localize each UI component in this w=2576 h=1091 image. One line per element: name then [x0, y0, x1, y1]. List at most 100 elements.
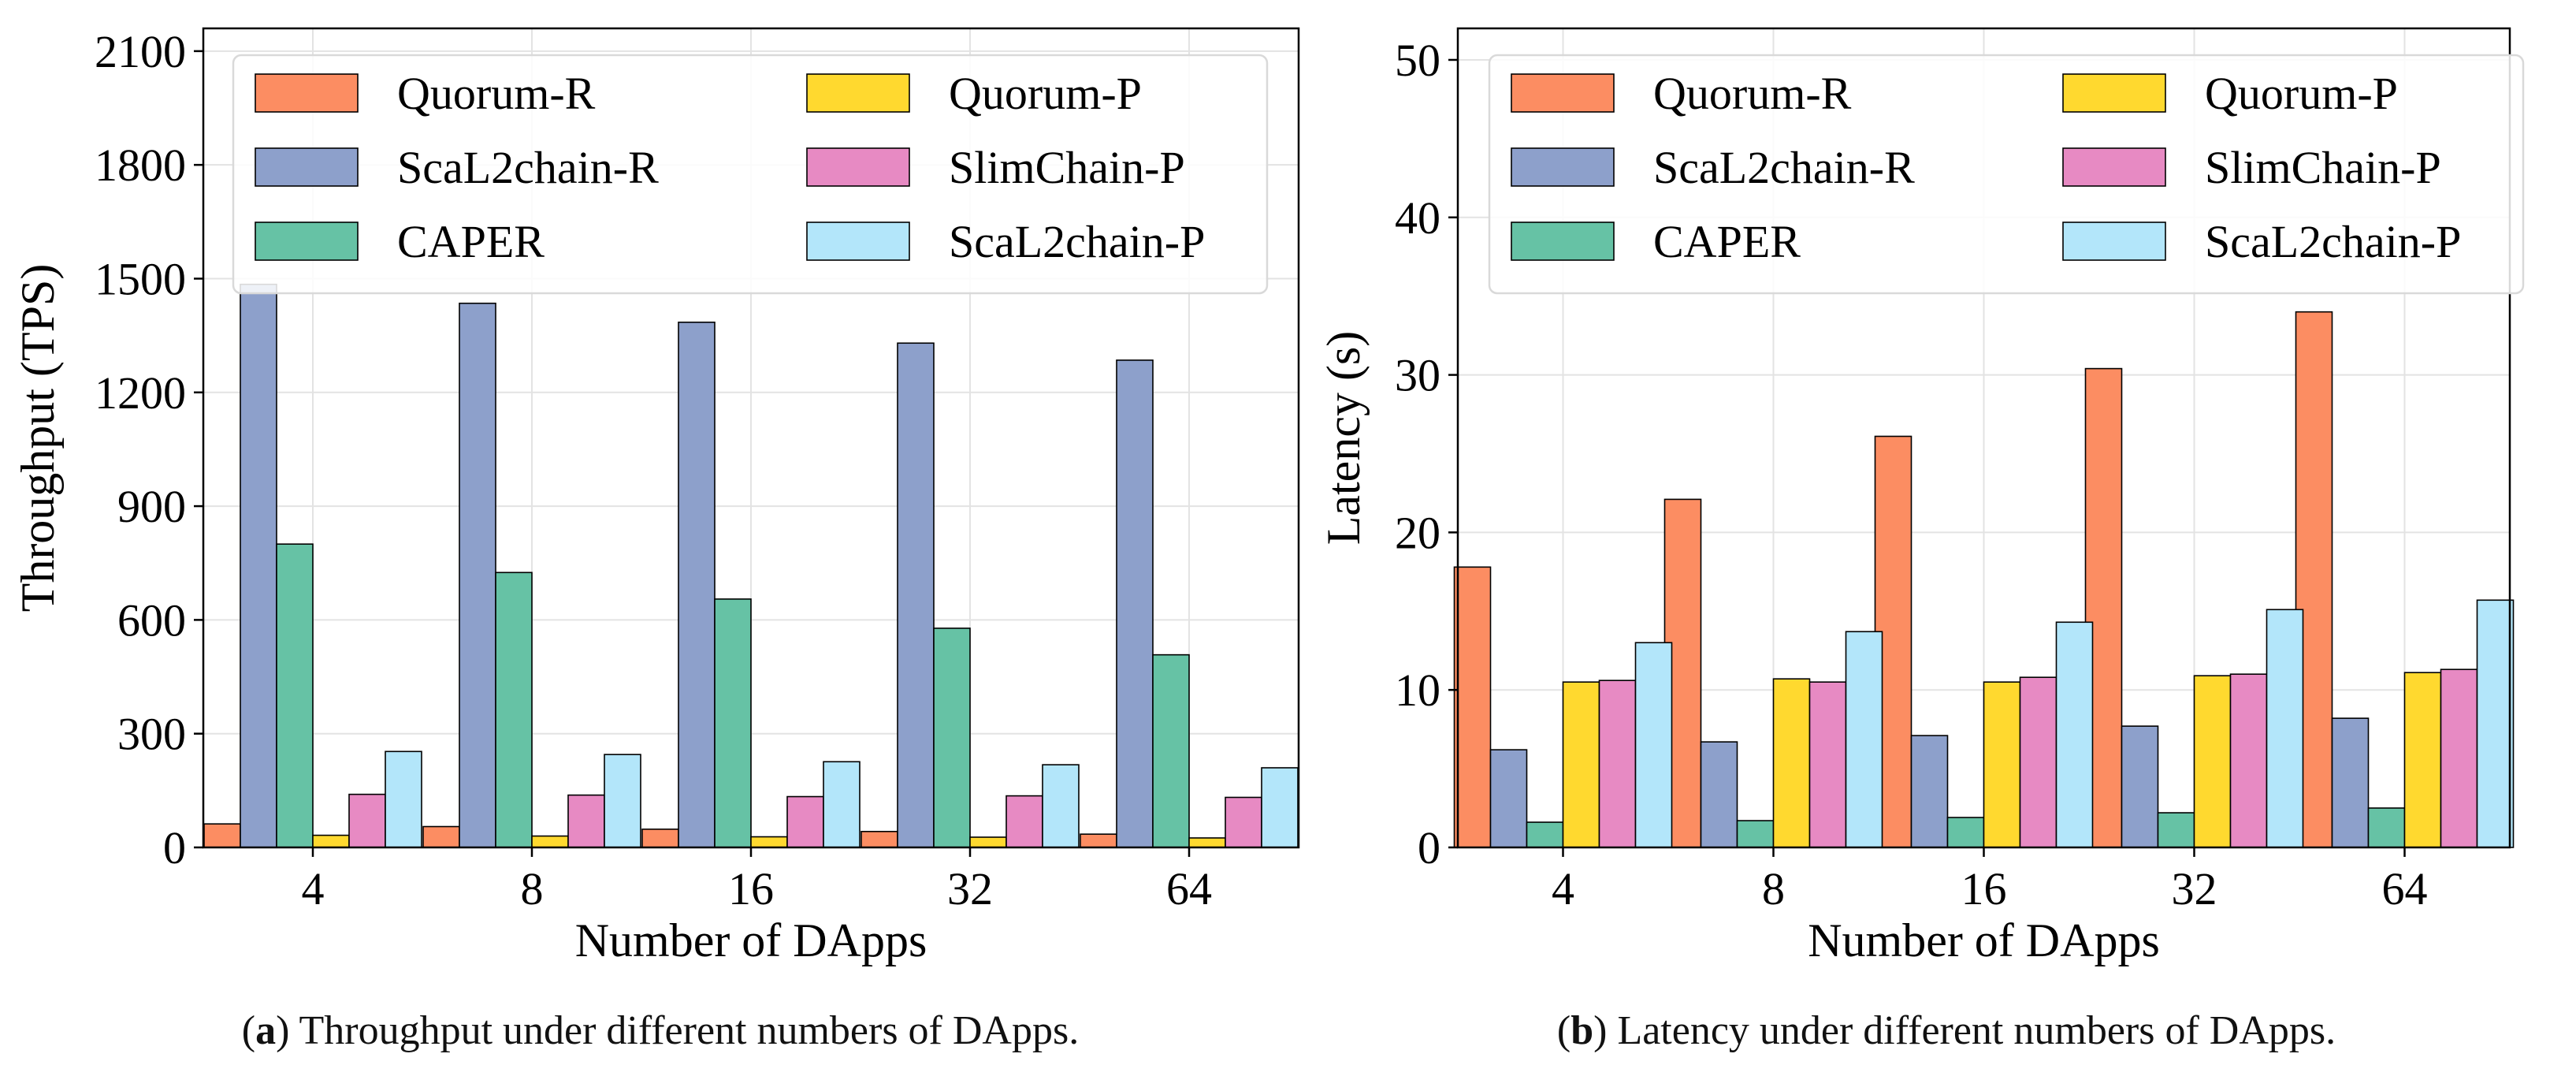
bar-scal2chain-r-8 [1700, 741, 1738, 848]
bar-quorum-p-64 [2403, 672, 2442, 848]
legend-swatch [806, 147, 910, 187]
bar-quorum-r-64 [1080, 833, 1117, 848]
y-axis-label: Latency (s) [1318, 331, 1370, 546]
x-axis: 4 8 16 32 64 [302, 847, 1212, 914]
bar-quorum-r-4 [203, 823, 241, 848]
bar-quorum-p-8 [1772, 678, 1811, 848]
caption-b: (b) Latency under different numbers of D… [1556, 1008, 2336, 1053]
legend-item-quorum-r: Quorum-R [1511, 68, 1852, 119]
bar-scal2chain-p-8 [604, 754, 641, 848]
legend-label: ScaL2chain-R [1653, 142, 1915, 193]
y-tick-label: 10 [1395, 665, 1440, 716]
legend-item-quorum-r: Quorum-R [255, 68, 596, 119]
legend-box [1488, 54, 2525, 295]
caption-a-label: a [255, 1008, 277, 1053]
bar-scal2chain-p-32 [1042, 764, 1080, 848]
bar-scal2chain-r-64 [1116, 359, 1154, 848]
y-tick-label: 300 [117, 709, 186, 760]
bar-caper-32 [2157, 812, 2195, 848]
legend: Quorum-R ScaL2chain-R CAPER Quorum-P SlimCha… [1488, 54, 2525, 295]
legend-item-scal2chain-p: ScaL2chain-P [806, 216, 1205, 267]
bar-slimchain-p-16 [786, 795, 824, 848]
legend-swatch [1511, 222, 1615, 261]
bar-scal2chain-p-64 [1261, 767, 1299, 848]
y-axis: 0 10 20 30 40 50 [1395, 35, 1458, 873]
legend-swatch [2062, 73, 2166, 113]
bar-scal2chain-r-4 [240, 283, 277, 848]
legend-swatch [255, 222, 359, 261]
legend-label: Quorum-R [1653, 68, 1852, 119]
y-tick-label: 0 [1418, 822, 1440, 873]
legend-label: ScaL2chain-P [949, 216, 1205, 267]
bar-slimchain-p-8 [567, 794, 605, 848]
legend-item-caper: CAPER [1511, 216, 1801, 267]
x-tick-label: 32 [947, 863, 993, 914]
legend-item-scal2chain-r: ScaL2chain-R [255, 142, 659, 193]
legend-item-scal2chain-p: ScaL2chain-P [2062, 216, 2461, 267]
y-tick-label: 50 [1395, 35, 1440, 86]
y-tick-label: 1800 [95, 140, 186, 191]
caption-b-label: b [1571, 1008, 1594, 1053]
bar-quorum-p-32 [969, 836, 1007, 848]
legend-label: SlimChain-P [949, 142, 1185, 193]
bar-slimchain-p-64 [1225, 796, 1262, 848]
bar-quorum-r-16 [641, 828, 679, 848]
bar-quorum-p-32 [2193, 675, 2232, 848]
bar-scal2chain-r-32 [2121, 725, 2159, 848]
bar-scal2chain-r-8 [459, 302, 496, 848]
chart-1: 0 300 600 900 1200 1500 1800 2100 4 8 16 32 64 Number… [12, 26, 1300, 966]
y-tick-label: 2100 [95, 26, 186, 77]
bar-caper-64 [1152, 653, 1190, 848]
bar-caper-8 [495, 572, 533, 848]
bar-scal2chain-r-16 [678, 321, 716, 848]
x-tick-label: 32 [2172, 863, 2217, 914]
bar-slimchain-p-4 [1598, 680, 1637, 848]
legend-item-caper: CAPER [255, 216, 545, 267]
legend-swatch [806, 222, 910, 261]
legend-swatch [1511, 73, 1615, 113]
bar-slimchain-p-32 [1005, 795, 1043, 848]
chart-2: 0 10 20 30 40 50 4 8 16 32 64 Number of DApps Latenc… [1318, 27, 2525, 966]
legend-item-slimchain-p: SlimChain-P [806, 142, 1185, 193]
bar-caper-64 [2367, 807, 2406, 848]
legend-swatch [255, 147, 359, 187]
bar-caper-16 [1946, 817, 1985, 848]
y-tick-label: 900 [117, 481, 186, 532]
bar-caper-8 [1736, 820, 1775, 848]
bar-slimchain-p-64 [2440, 668, 2478, 848]
caption-b-body: Latency under different numbers of DApps… [1607, 1008, 2336, 1053]
bar-quorum-p-4 [1562, 681, 1600, 848]
y-tick-label: 600 [117, 594, 186, 646]
legend-item-scal2chain-r: ScaL2chain-R [1511, 142, 1915, 193]
y-tick-label: 1200 [95, 367, 186, 419]
bar-scal2chain-p-16 [823, 761, 861, 848]
legend-swatch [2062, 147, 2166, 187]
y-axis-label: Throughput (TPS) [12, 264, 64, 613]
bar-scal2chain-p-4 [1634, 642, 1673, 848]
y-tick-label: 40 [1395, 192, 1440, 244]
x-tick-label: 4 [302, 863, 325, 914]
legend-label: Quorum-P [949, 68, 1142, 119]
x-tick-label: 64 [1166, 863, 1212, 914]
bar-caper-4 [276, 543, 314, 848]
legend-box [232, 54, 1269, 295]
x-axis-label: Number of DApps [575, 914, 927, 966]
y-tick-label: 20 [1395, 507, 1440, 558]
x-tick-label: 64 [2382, 863, 2428, 914]
bar-slimchain-p-16 [2019, 676, 2057, 848]
bar-quorum-r-8 [422, 825, 460, 848]
legend-label: CAPER [397, 216, 545, 267]
x-tick-label: 16 [1961, 863, 2007, 914]
bar-quorum-p-8 [531, 835, 569, 848]
x-tick-label: 4 [1552, 863, 1574, 914]
bar-caper-4 [1526, 821, 1564, 848]
legend-label: CAPER [1653, 216, 1801, 267]
caption-a: (a) Throughput under different numbers o… [241, 1008, 1080, 1053]
bar-scal2chain-r-64 [2331, 717, 2370, 848]
bar-quorum-p-16 [1983, 681, 2021, 848]
legend-label: SlimChain-P [2205, 142, 2441, 193]
bars [203, 283, 1299, 848]
legend-label: ScaL2chain-R [397, 142, 659, 193]
legend-item-quorum-p: Quorum-P [806, 68, 1142, 119]
